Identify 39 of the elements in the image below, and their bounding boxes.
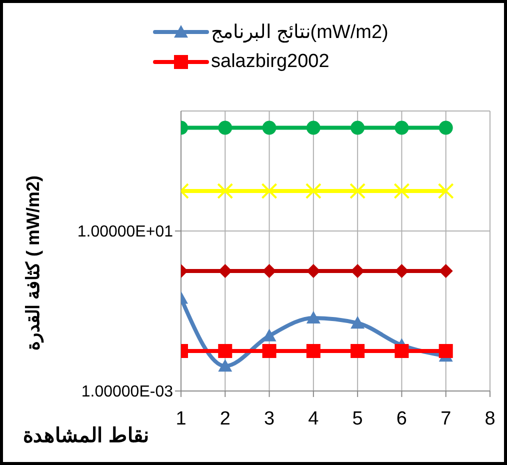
point [262,120,276,135]
x-tick-label: 5 [352,408,363,430]
x-tick-label: 2 [220,408,230,430]
point [306,310,320,324]
point [218,359,232,372]
point [218,344,232,358]
x-tick-label: 3 [264,408,275,430]
point [350,183,366,199]
y-tick-label: 1.00000E-03 [81,384,174,401]
point [438,120,453,135]
x-tick-label: 4 [308,408,320,430]
point [306,120,320,135]
y-tick-label: 1.00000E+01 [77,224,174,241]
point [394,264,409,278]
x-axis-title: نقاط المشاهدة [23,424,150,448]
point [350,316,365,329]
point [218,120,232,135]
point [217,183,234,199]
x-tick-label: 1 [176,408,186,430]
point [350,120,365,135]
point [394,120,409,135]
point [262,264,276,278]
x-tick-label: 6 [396,408,408,430]
legend-label: salazbirg2002 [211,51,330,73]
point [218,264,232,278]
point [262,344,276,358]
point [305,183,322,199]
legend-label: نتائج البرنامج(mW/m2) [211,21,388,44]
point [394,344,409,358]
x-tick-label: 8 [484,408,496,430]
point [438,344,453,358]
point [438,264,453,278]
point [438,183,454,199]
x-tick-label: 7 [440,408,452,430]
point [306,344,320,358]
point [261,183,278,199]
y-axis-title: كثافة القدرة ( mW/m2) [22,175,44,351]
point [350,344,365,358]
point [394,183,410,199]
